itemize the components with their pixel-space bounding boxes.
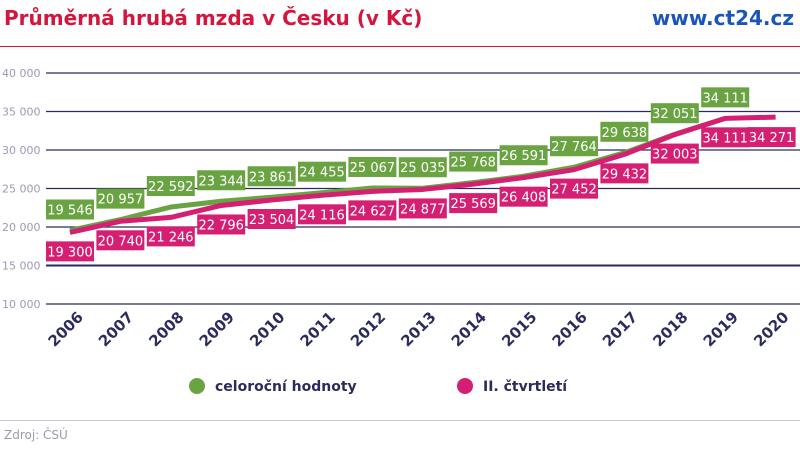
data-label-box [449, 151, 498, 172]
data-label-box [96, 230, 145, 251]
data-label: 23 861 [249, 170, 295, 185]
y-tick-label: 15 000 [2, 260, 41, 273]
x-tick-label: 2008 [145, 308, 187, 350]
data-label-box [298, 161, 346, 182]
data-label-box [247, 209, 296, 230]
source-note: Zdroj: ČSÚ [4, 428, 68, 442]
y-tick-label: 30 000 [2, 144, 41, 157]
data-label-box [96, 188, 145, 209]
data-label: 22 796 [198, 218, 244, 233]
chart-title: Průměrná hrubá mzda v Česku (v Kč) [4, 6, 423, 30]
data-label: 23 344 [198, 174, 244, 189]
data-label-box [298, 204, 346, 225]
data-label-box [197, 170, 246, 191]
data-label: 20 740 [98, 234, 144, 249]
data-label-box [46, 199, 94, 220]
data-label: 25 067 [350, 161, 396, 176]
data-label-box [197, 214, 246, 235]
data-label: 20 957 [98, 193, 144, 208]
legend-marker [457, 378, 473, 394]
data-label-box [499, 186, 548, 207]
legend-label: II. čtvrtletí [483, 379, 568, 395]
y-tick-label: 10 000 [2, 298, 41, 311]
x-tick-label: 2013 [397, 308, 439, 350]
series-line-q2 [69, 114, 776, 235]
data-label: 24 877 [400, 202, 446, 217]
x-tick-label: 2020 [750, 308, 792, 350]
data-label: 34 271 [749, 131, 795, 146]
x-tick-label: 2006 [45, 308, 87, 350]
data-label-box [600, 121, 649, 142]
data-label: 25 768 [450, 156, 496, 171]
data-label-box [650, 143, 699, 164]
data-label-box [701, 127, 750, 148]
x-tick-label: 2016 [549, 308, 591, 350]
x-tick-label: 2007 [95, 308, 137, 350]
data-label-box [747, 127, 796, 148]
x-tick-label: 2017 [599, 308, 641, 350]
data-label-box [650, 103, 699, 124]
data-label: 29 432 [602, 167, 648, 182]
data-label: 32 051 [652, 107, 698, 122]
x-tick-label: 2018 [649, 308, 691, 350]
legend-marker [189, 378, 205, 394]
x-tick-label: 2015 [498, 308, 540, 350]
data-label-box [46, 241, 94, 262]
data-label: 21 246 [148, 230, 194, 245]
y-tick-label: 35 000 [2, 106, 41, 119]
x-tick-label: 2012 [347, 308, 389, 350]
data-label-box [449, 193, 498, 214]
data-label: 34 111 [702, 91, 748, 106]
y-tick-label: 20 000 [2, 221, 41, 234]
data-label: 32 003 [652, 148, 698, 163]
data-label: 24 455 [299, 166, 345, 181]
y-tick-label: 40 000 [2, 67, 41, 80]
data-label: 26 408 [501, 191, 547, 206]
data-label: 25 035 [400, 161, 446, 176]
x-tick-label: 2010 [246, 308, 288, 350]
chart: 10 000 15 000 20 000 25 000 30 000 35 000 40 0… [2, 67, 800, 395]
data-label-box [348, 156, 397, 177]
footer-divider [0, 420, 800, 421]
data-label: 19 546 [47, 203, 93, 218]
data-label-box [550, 136, 598, 157]
x-tick-label: 2014 [448, 308, 490, 350]
data-label-box [600, 163, 649, 184]
data-label: 27 764 [551, 140, 597, 155]
data-label-box [146, 226, 195, 247]
legend-label: celoroční hodnoty [215, 379, 357, 395]
data-label-box [499, 145, 548, 166]
data-label: 24 116 [299, 208, 345, 223]
data-label: 19 300 [47, 245, 93, 260]
x-tick-label: 2019 [700, 308, 742, 350]
data-label-box [146, 176, 195, 197]
data-label-box [247, 166, 296, 187]
data-label: 26 591 [501, 149, 547, 164]
data-label-box [398, 157, 447, 178]
data-label-box [348, 200, 397, 221]
site-link[interactable]: www.ct24.cz [651, 6, 794, 30]
data-label: 23 504 [249, 213, 295, 228]
data-label: 25 569 [450, 197, 496, 212]
header-divider [0, 46, 800, 47]
data-label: 22 592 [148, 180, 194, 195]
data-label: 24 627 [350, 204, 396, 219]
data-label: 29 638 [602, 126, 648, 141]
data-label: 27 452 [551, 183, 597, 198]
data-label: 34 111 [702, 131, 748, 146]
data-label-box [701, 87, 750, 108]
data-label-box [398, 198, 447, 219]
x-tick-label: 2009 [196, 308, 238, 350]
x-tick-label: 2011 [297, 308, 339, 350]
data-label-box [550, 178, 598, 199]
y-tick-label: 25 000 [2, 183, 41, 196]
